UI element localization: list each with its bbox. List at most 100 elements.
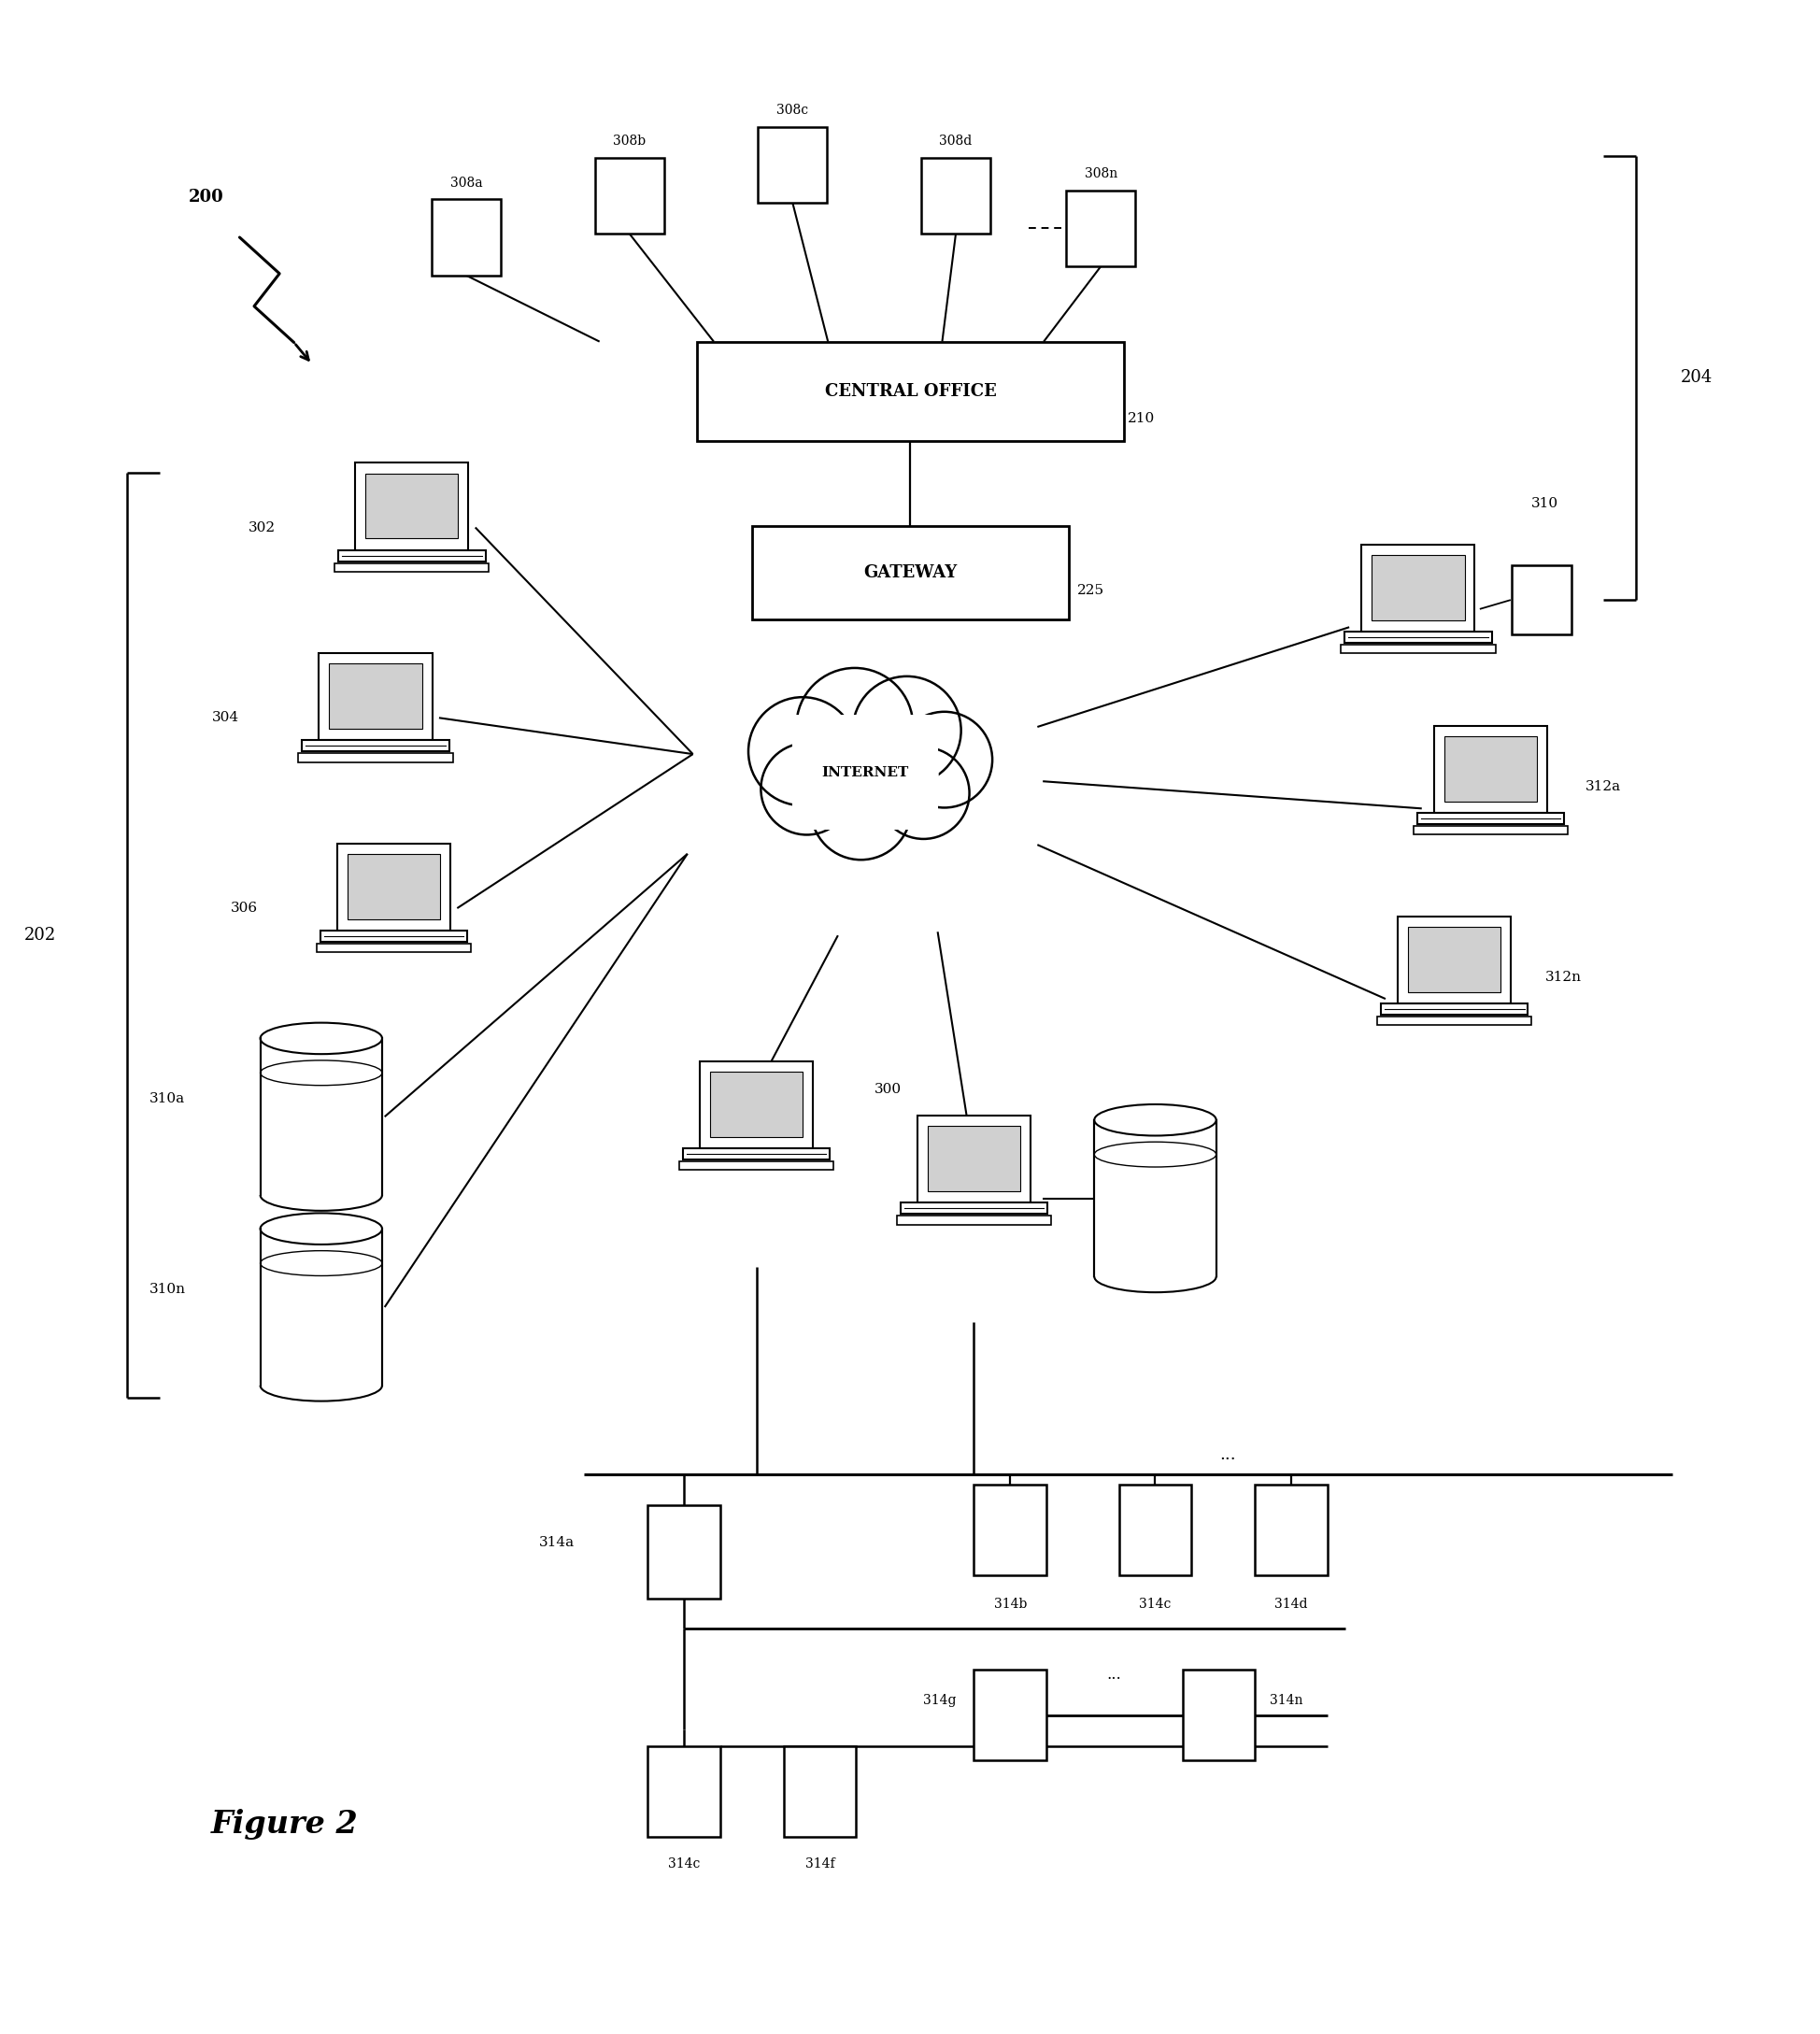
Bar xyxy=(302,740,450,753)
Bar xyxy=(757,126,826,203)
Text: 314n: 314n xyxy=(1269,1694,1301,1707)
Text: 310n: 310n xyxy=(149,1283,186,1296)
Text: 310a: 310a xyxy=(149,1092,184,1104)
Circle shape xyxy=(795,667,912,785)
Bar xyxy=(318,653,431,740)
Bar xyxy=(320,932,468,942)
Text: 308d: 308d xyxy=(939,134,972,148)
Text: 220: 220 xyxy=(983,602,1010,616)
Text: 308b: 308b xyxy=(613,134,646,148)
Bar xyxy=(1343,631,1491,643)
Bar xyxy=(298,753,453,763)
Bar xyxy=(317,944,471,952)
Bar xyxy=(1407,928,1500,993)
Circle shape xyxy=(792,744,854,807)
Bar xyxy=(1361,545,1474,631)
Bar xyxy=(1067,191,1134,266)
Bar xyxy=(1181,1670,1254,1759)
Bar xyxy=(337,844,450,932)
Bar xyxy=(899,1202,1046,1214)
Text: 312a: 312a xyxy=(1583,781,1620,793)
Bar xyxy=(974,1485,1046,1576)
Circle shape xyxy=(875,744,937,807)
Bar xyxy=(974,1670,1046,1759)
Text: 210: 210 xyxy=(1127,413,1154,425)
Bar xyxy=(697,342,1123,441)
Bar xyxy=(1376,1017,1531,1025)
Text: 314c: 314c xyxy=(1139,1599,1170,1611)
Text: 308n: 308n xyxy=(1085,167,1117,181)
Circle shape xyxy=(748,698,857,805)
Circle shape xyxy=(852,724,926,799)
Text: 204: 204 xyxy=(1680,370,1713,386)
Bar xyxy=(792,714,937,830)
Bar xyxy=(1398,915,1511,1003)
Text: 314f: 314f xyxy=(804,1857,834,1871)
Text: CENTRAL OFFICE: CENTRAL OFFICE xyxy=(824,382,996,401)
Bar xyxy=(595,157,664,234)
Text: 312n: 312n xyxy=(1545,970,1582,984)
Bar xyxy=(1443,736,1536,801)
Bar xyxy=(1416,814,1563,824)
Text: 304: 304 xyxy=(213,712,240,724)
Text: GATEWAY: GATEWAY xyxy=(863,563,957,582)
Ellipse shape xyxy=(1094,1104,1216,1135)
Bar xyxy=(921,157,990,234)
Bar xyxy=(926,1127,1019,1192)
Bar xyxy=(1434,726,1547,814)
Bar xyxy=(1119,1485,1190,1576)
Bar xyxy=(682,1149,830,1159)
Bar xyxy=(1380,1003,1527,1015)
Text: 306: 306 xyxy=(231,901,258,915)
Text: 310: 310 xyxy=(1531,498,1558,511)
Bar xyxy=(1340,645,1494,653)
Text: 314b: 314b xyxy=(994,1599,1026,1611)
Circle shape xyxy=(826,744,903,820)
Circle shape xyxy=(895,712,992,807)
Ellipse shape xyxy=(260,1023,382,1054)
Bar xyxy=(1511,565,1571,635)
Bar xyxy=(329,663,422,728)
Bar xyxy=(699,1062,812,1149)
Text: ...: ... xyxy=(1219,1446,1236,1462)
Text: 308c: 308c xyxy=(777,104,808,116)
Bar xyxy=(752,525,1068,620)
Text: 200: 200 xyxy=(189,189,224,205)
Bar xyxy=(335,563,490,572)
Bar xyxy=(895,1216,1050,1224)
Bar xyxy=(1412,826,1567,834)
Text: INTERNET: INTERNET xyxy=(821,765,908,779)
Bar xyxy=(339,549,486,561)
Circle shape xyxy=(852,675,961,785)
Text: 314c: 314c xyxy=(668,1857,699,1871)
Text: 300: 300 xyxy=(874,1082,901,1096)
Bar xyxy=(679,1161,834,1170)
Text: 202: 202 xyxy=(24,928,56,944)
Text: ...: ... xyxy=(1105,1666,1121,1682)
Text: Figure 2: Figure 2 xyxy=(211,1808,359,1839)
Bar xyxy=(917,1115,1030,1202)
Circle shape xyxy=(803,724,877,799)
Bar xyxy=(648,1745,719,1837)
Bar xyxy=(710,1072,803,1137)
Text: 314d: 314d xyxy=(1274,1599,1307,1611)
Text: 225: 225 xyxy=(1077,584,1105,598)
Ellipse shape xyxy=(260,1212,382,1245)
Text: 302: 302 xyxy=(249,521,277,535)
Bar xyxy=(366,474,459,539)
Text: 308a: 308a xyxy=(450,177,482,189)
Bar xyxy=(348,854,440,919)
Bar xyxy=(431,199,501,275)
Circle shape xyxy=(810,761,910,860)
Bar xyxy=(1254,1485,1327,1576)
Polygon shape xyxy=(260,1229,382,1385)
Bar xyxy=(355,464,468,549)
Text: 314a: 314a xyxy=(539,1536,573,1550)
Bar xyxy=(783,1745,855,1837)
Bar xyxy=(648,1505,719,1599)
Circle shape xyxy=(761,742,852,834)
Polygon shape xyxy=(1094,1121,1216,1277)
Bar xyxy=(1370,555,1463,620)
Polygon shape xyxy=(260,1039,382,1196)
Circle shape xyxy=(877,746,968,838)
